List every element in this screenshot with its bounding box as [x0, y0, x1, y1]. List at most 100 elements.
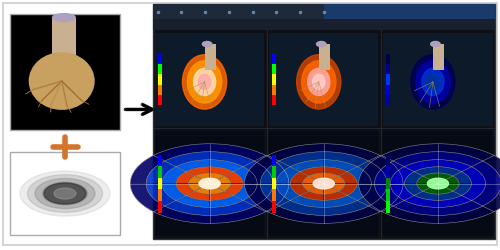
- Wedge shape: [390, 167, 414, 184]
- Bar: [384, 132, 492, 236]
- Bar: [384, 34, 492, 126]
- Wedge shape: [438, 188, 453, 194]
- Wedge shape: [210, 191, 234, 200]
- Wedge shape: [279, 152, 324, 167]
- Wedge shape: [176, 172, 195, 184]
- Wedge shape: [453, 184, 471, 196]
- Circle shape: [54, 188, 76, 199]
- Bar: [272, 54, 276, 65]
- Ellipse shape: [411, 56, 455, 110]
- Ellipse shape: [296, 56, 341, 110]
- Bar: [319, 45, 330, 71]
- Ellipse shape: [52, 14, 76, 23]
- Ellipse shape: [182, 56, 226, 110]
- Wedge shape: [254, 184, 289, 212]
- Wedge shape: [194, 188, 210, 194]
- Bar: [386, 166, 390, 178]
- Wedge shape: [290, 196, 324, 207]
- Bar: [272, 178, 276, 190]
- Bar: [324, 5, 495, 20]
- Wedge shape: [210, 201, 254, 216]
- Bar: [386, 54, 390, 65]
- Bar: [386, 201, 390, 213]
- Ellipse shape: [188, 62, 222, 104]
- Ellipse shape: [28, 53, 94, 110]
- Bar: [158, 54, 162, 65]
- Wedge shape: [404, 184, 423, 196]
- Wedge shape: [393, 152, 438, 167]
- Bar: [158, 201, 162, 213]
- Wedge shape: [290, 172, 309, 184]
- Wedge shape: [324, 196, 358, 207]
- Wedge shape: [244, 156, 279, 184]
- Wedge shape: [438, 196, 472, 207]
- Circle shape: [35, 179, 95, 209]
- Bar: [386, 95, 390, 106]
- Wedge shape: [472, 184, 500, 206]
- Wedge shape: [374, 162, 404, 184]
- Wedge shape: [217, 176, 230, 184]
- Bar: [158, 65, 162, 75]
- Ellipse shape: [302, 62, 336, 104]
- Wedge shape: [453, 172, 471, 184]
- Wedge shape: [404, 172, 423, 184]
- Wedge shape: [393, 201, 438, 216]
- Wedge shape: [358, 184, 387, 206]
- Wedge shape: [404, 196, 438, 207]
- Bar: [204, 45, 216, 71]
- Wedge shape: [404, 160, 438, 172]
- Wedge shape: [324, 152, 368, 167]
- Wedge shape: [338, 172, 357, 184]
- Bar: [155, 132, 264, 236]
- Wedge shape: [210, 188, 224, 194]
- Bar: [272, 190, 276, 201]
- Wedge shape: [324, 191, 347, 200]
- Wedge shape: [146, 162, 176, 184]
- Wedge shape: [414, 167, 438, 176]
- Wedge shape: [154, 144, 210, 162]
- Wedge shape: [243, 184, 273, 206]
- Bar: [158, 95, 162, 106]
- Wedge shape: [290, 184, 309, 196]
- Wedge shape: [276, 184, 300, 201]
- Wedge shape: [374, 184, 404, 206]
- Wedge shape: [309, 188, 324, 194]
- Wedge shape: [483, 156, 500, 184]
- Wedge shape: [438, 191, 462, 200]
- Bar: [272, 155, 276, 166]
- Wedge shape: [302, 184, 316, 191]
- Ellipse shape: [416, 62, 450, 104]
- Wedge shape: [390, 184, 414, 201]
- Wedge shape: [217, 184, 230, 191]
- Wedge shape: [302, 176, 316, 184]
- Wedge shape: [382, 206, 438, 224]
- Bar: [272, 65, 276, 75]
- Wedge shape: [290, 160, 324, 172]
- Bar: [158, 85, 162, 95]
- Wedge shape: [417, 176, 430, 184]
- Wedge shape: [234, 184, 257, 201]
- Wedge shape: [224, 172, 243, 184]
- Wedge shape: [210, 206, 266, 224]
- Bar: [52, 18, 76, 67]
- Wedge shape: [268, 206, 324, 224]
- Wedge shape: [348, 167, 372, 184]
- Wedge shape: [260, 162, 290, 184]
- Wedge shape: [348, 184, 372, 201]
- Wedge shape: [210, 167, 234, 176]
- Wedge shape: [438, 152, 483, 167]
- Wedge shape: [176, 196, 210, 207]
- Bar: [10, 152, 120, 235]
- Wedge shape: [417, 184, 430, 191]
- Wedge shape: [164, 152, 210, 167]
- Bar: [158, 155, 162, 166]
- Wedge shape: [423, 188, 438, 194]
- Wedge shape: [154, 206, 210, 224]
- Wedge shape: [224, 184, 243, 196]
- Wedge shape: [162, 184, 186, 201]
- Bar: [386, 75, 390, 85]
- Wedge shape: [472, 162, 500, 184]
- Bar: [158, 166, 162, 178]
- Bar: [386, 85, 390, 95]
- Bar: [272, 201, 276, 213]
